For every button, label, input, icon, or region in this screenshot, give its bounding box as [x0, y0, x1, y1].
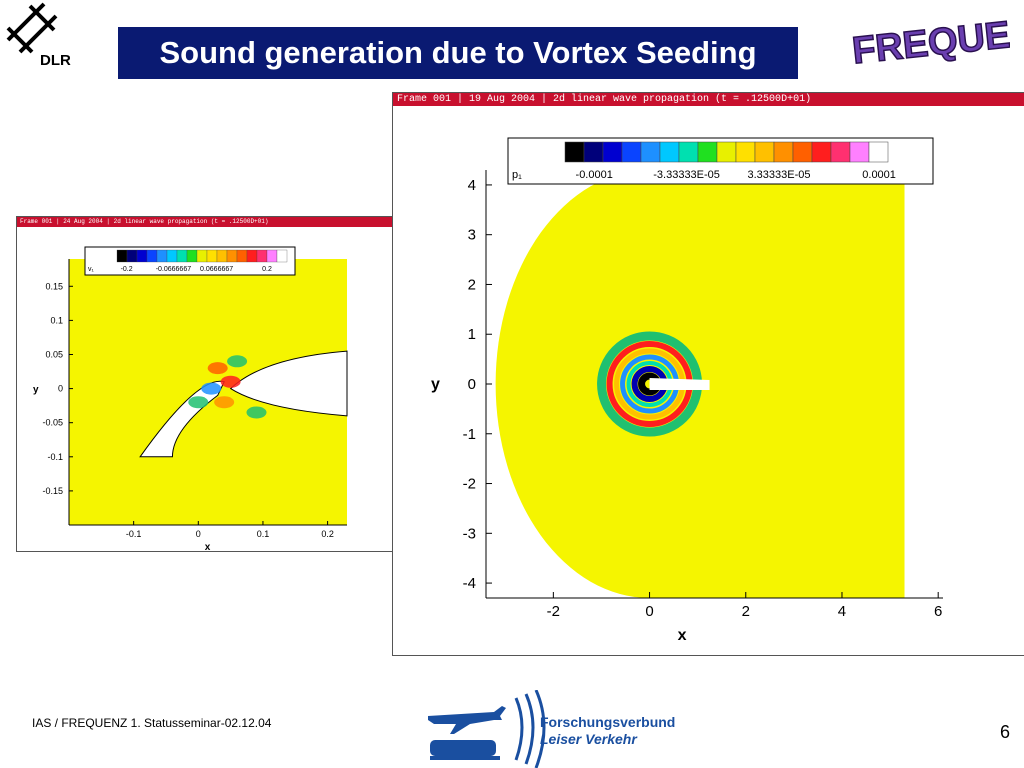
- x-tick-label: 4: [838, 603, 846, 620]
- legend-swatch: [830, 141, 851, 163]
- legend-tick-label: -0.0666667: [156, 266, 192, 273]
- legend-swatch: [678, 141, 699, 163]
- legend-swatch: [811, 141, 832, 163]
- legend-swatch: [226, 249, 238, 263]
- legend-swatch: [236, 249, 248, 263]
- y-axis-label: y: [33, 385, 39, 396]
- x-axis-label: x: [678, 627, 687, 644]
- legend-swatch: [754, 141, 775, 163]
- legend-tick-label: 0.0001: [862, 169, 896, 181]
- legend-swatch: [735, 141, 756, 163]
- legend-swatch: [868, 141, 889, 163]
- legend-swatch: [246, 249, 258, 263]
- legend-variable: p₁: [512, 169, 522, 181]
- legend-swatch: [602, 141, 623, 163]
- y-tick-label: 0: [468, 376, 476, 393]
- footer-org-line2: Leiser Verkehr: [540, 731, 637, 747]
- y-tick-label: -2: [463, 476, 476, 493]
- legend-variable: v₁: [88, 266, 95, 273]
- x-tick-label: 0: [196, 529, 201, 539]
- plot-right-panel: Frame 001 | 19 Aug 2004 | 2d linear wave…: [392, 92, 1024, 656]
- legend-swatch: [216, 249, 228, 263]
- footer-org-line1: Forschungsverbund: [540, 714, 676, 730]
- flow-patch: [246, 406, 267, 419]
- legend-tick-label: -0.2: [121, 266, 133, 273]
- footer-text: IAS / FREQUENZ 1. Statusseminar-02.12.04: [32, 716, 272, 730]
- legend-swatch: [792, 141, 813, 163]
- x-tick-label: 0.1: [257, 529, 270, 539]
- x-tick-label: 2: [742, 603, 750, 620]
- y-tick-label: -4: [463, 575, 476, 592]
- flow-patch: [188, 396, 209, 409]
- flow-patch: [201, 382, 222, 395]
- legend-swatch: [640, 141, 661, 163]
- legend-swatch: [266, 249, 278, 263]
- slide-title: Sound generation due to Vortex Seeding: [118, 27, 798, 79]
- y-tick-label: 0.1: [50, 315, 63, 325]
- y-tick-label: 3: [468, 227, 476, 244]
- legend-tick-label: -0.0001: [576, 169, 613, 181]
- y-tick-label: -0.15: [42, 486, 63, 496]
- legend-swatch: [583, 141, 604, 163]
- forschungsverbund-logo: [428, 690, 546, 768]
- flow-patch: [207, 362, 228, 375]
- vortex-cut: [649, 378, 710, 390]
- x-axis-label: x: [205, 542, 211, 551]
- legend-swatch: [156, 249, 168, 263]
- y-tick-label: -0.05: [42, 418, 63, 428]
- legend-swatch: [166, 249, 178, 263]
- y-tick-label: 0: [58, 384, 63, 394]
- legend-swatch: [697, 141, 718, 163]
- y-tick-label: 4: [468, 177, 476, 194]
- legend-swatch: [196, 249, 208, 263]
- frequenz-logo: FREQUENZ: [850, 12, 1010, 73]
- legend-swatch: [773, 141, 794, 163]
- y-tick-label: -0.1: [47, 452, 63, 462]
- legend-swatch: [176, 249, 188, 263]
- airfoil-main: [229, 350, 348, 417]
- legend-tick-label: 0.0666667: [200, 266, 233, 273]
- y-tick-label: 1: [468, 326, 476, 343]
- legend-tick-label: -3.33333E-05: [653, 169, 720, 181]
- x-tick-label: 0.2: [321, 529, 334, 539]
- page-number: 6: [1000, 722, 1011, 742]
- legend-swatch: [206, 249, 218, 263]
- x-tick-label: -2: [547, 603, 560, 620]
- x-tick-label: 6: [934, 603, 942, 620]
- dlr-logo-text: DLR: [40, 52, 71, 69]
- y-tick-label: -3: [463, 525, 476, 542]
- frequenz-logo-text: FREQUENZ: [850, 12, 1010, 73]
- x-tick-label: -0.1: [126, 529, 142, 539]
- flow-patch: [227, 355, 248, 368]
- y-tick-label: -1: [463, 426, 476, 443]
- plot-left-panel: Frame 001 | 24 Aug 2004 | 2d linear wave…: [16, 216, 393, 552]
- legend-swatch: [564, 141, 585, 163]
- legend-swatch: [146, 249, 158, 263]
- plot-left-canvas: -0.1 0 0.1 0.2 0.15 0.1 0.05 0 -0.05 -0.1 -0.15 x y v…: [33, 246, 348, 551]
- legend-swatch: [659, 141, 680, 163]
- frame-header: Frame 001 | 19 Aug 2004 | 2d linear wave…: [393, 93, 1024, 106]
- dlr-logo: [6, 2, 58, 54]
- legend-swatch: [186, 249, 198, 263]
- legend-swatch: [256, 249, 268, 263]
- flow-patch: [220, 375, 241, 388]
- y-tick-label: 0.05: [45, 349, 63, 359]
- plot-right-canvas: -2 0 2 4 6 4 3 2 1 0 -1 -2 -3 -4 x y p₁ -0.0001 -3.33333E-…: [431, 137, 943, 644]
- y-axis-label: y: [431, 376, 440, 393]
- x-tick-label: 0: [645, 603, 653, 620]
- flow-patch: [214, 396, 235, 409]
- legend-tick-label: 3.33333E-05: [748, 169, 811, 181]
- legend-swatch: [716, 141, 737, 163]
- legend-swatch: [849, 141, 870, 163]
- y-tick-label: 0.15: [45, 281, 63, 291]
- y-tick-label: 2: [468, 276, 476, 293]
- legend-tick-label: 0.2: [262, 266, 272, 273]
- legend-swatch: [136, 249, 148, 263]
- legend-swatch: [116, 249, 128, 263]
- legend-swatch: [276, 249, 288, 263]
- legend-swatch: [126, 249, 138, 263]
- frame-header: Frame 001 | 24 Aug 2004 | 2d linear wave…: [17, 217, 392, 227]
- legend-swatch: [621, 141, 642, 163]
